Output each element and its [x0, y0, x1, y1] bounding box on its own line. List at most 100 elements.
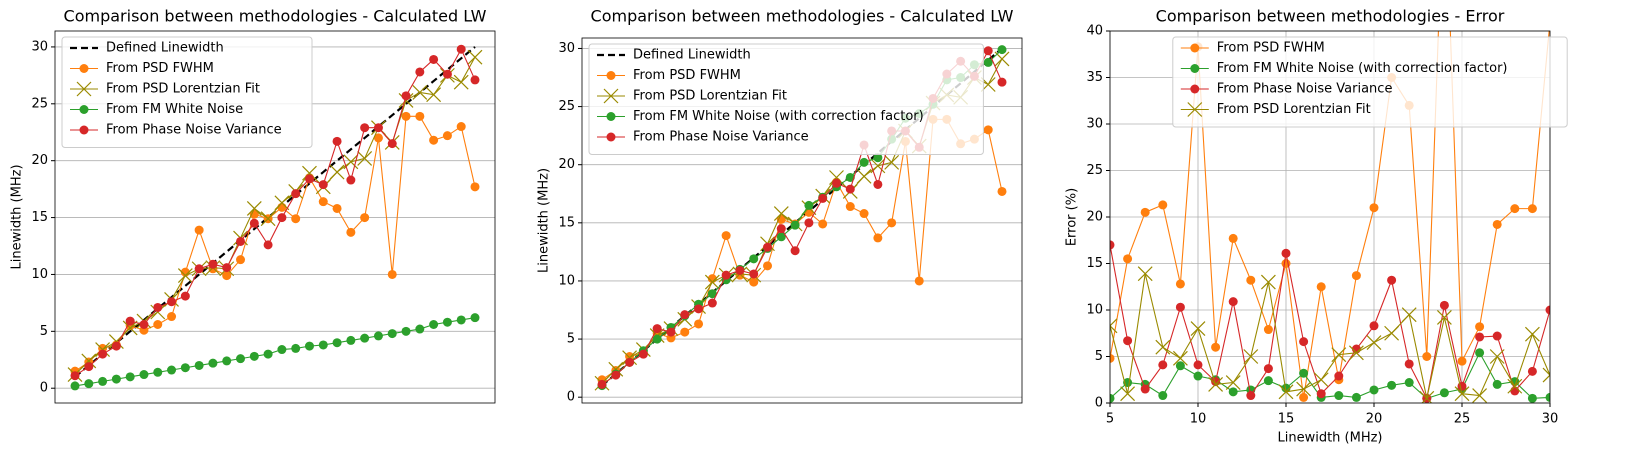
marker [260, 211, 276, 227]
marker [1187, 102, 1203, 117]
marker [277, 213, 287, 223]
marker [606, 71, 616, 80]
marker [373, 133, 383, 143]
marker [1110, 393, 1115, 403]
y-axis-label: Linewidth (MHz) [537, 168, 552, 273]
marker [150, 304, 166, 320]
marker [1120, 386, 1136, 402]
marker [98, 376, 108, 386]
marker [1172, 350, 1188, 366]
marker [1475, 348, 1485, 358]
marker [763, 261, 773, 271]
subplot: Comparison between methodologies - Error… [1065, 7, 1568, 446]
marker [1175, 279, 1185, 289]
marker [84, 379, 94, 389]
marker [1489, 349, 1505, 364]
marker [387, 329, 397, 339]
marker [776, 232, 786, 242]
marker [277, 345, 287, 355]
marker [914, 276, 924, 286]
marker [122, 320, 138, 336]
marker [1243, 349, 1259, 364]
marker [1299, 337, 1309, 347]
marker [611, 370, 621, 380]
axes-frame [54, 30, 496, 404]
marker [360, 213, 370, 223]
marker [1457, 381, 1467, 391]
marker [194, 225, 204, 235]
marker [236, 236, 246, 246]
subplot: Comparison between methodologies - Calcu… [10, 7, 496, 404]
marker [139, 370, 149, 380]
marker [153, 302, 163, 312]
legend-label: From PSD FWHM [1217, 41, 1325, 56]
marker [666, 327, 676, 337]
marker [208, 358, 218, 368]
marker [79, 64, 89, 73]
marker [856, 168, 872, 184]
y-tick-label: 15 [31, 210, 48, 225]
marker [776, 214, 786, 224]
marker [1228, 297, 1238, 307]
marker [180, 291, 190, 301]
marker [1278, 384, 1294, 400]
marker [401, 91, 411, 101]
marker [222, 271, 232, 281]
y-tick-label: 30 [31, 39, 48, 54]
marker [70, 371, 80, 381]
marker [79, 125, 89, 135]
marker [1527, 366, 1537, 376]
legend-box [1172, 36, 1568, 128]
legend-label: Defined Linewidth [106, 41, 224, 56]
marker [95, 342, 111, 357]
y-tick-label: 10 [558, 273, 575, 288]
marker [357, 150, 373, 166]
marker [997, 77, 1007, 87]
marker [412, 85, 428, 100]
marker [1296, 381, 1312, 397]
marker [429, 135, 439, 145]
marker [1527, 393, 1537, 403]
marker [845, 184, 855, 194]
marker [1510, 204, 1520, 214]
x-tick-label: 25 [1454, 412, 1471, 427]
y-tick-label: 0 [567, 390, 575, 405]
marker [1228, 387, 1238, 397]
marker [887, 218, 897, 228]
legend-label: From PSD Lorentzian Fit [633, 89, 787, 104]
marker [804, 200, 814, 210]
marker [652, 324, 662, 334]
marker [442, 317, 452, 327]
marker [70, 381, 80, 391]
marker [139, 320, 149, 330]
y-tick-label: 5 [1095, 349, 1103, 364]
series-line [1110, 31, 1550, 398]
legend-label: From Phase Noise Variance [1217, 82, 1393, 97]
legend-label: From FM White Noise [106, 102, 243, 117]
marker [1439, 300, 1449, 310]
marker [1475, 332, 1485, 342]
marker [704, 274, 720, 290]
marker [1475, 322, 1485, 332]
marker [1123, 254, 1133, 264]
marker [470, 182, 480, 192]
marker [429, 320, 439, 330]
x-tick-label: 20 [1366, 412, 1383, 427]
legend: From PSD FWHM From FM White Noise (with c… [1172, 36, 1568, 128]
marker [1263, 376, 1273, 386]
marker [721, 270, 731, 280]
marker [1492, 219, 1502, 229]
marker [997, 45, 1007, 55]
marker [707, 298, 717, 308]
y-tick-label: 15 [558, 215, 575, 230]
marker [84, 362, 94, 372]
marker [291, 189, 301, 199]
marker [1542, 367, 1550, 383]
marker [1208, 376, 1224, 392]
marker [680, 327, 690, 337]
marker [1225, 375, 1241, 390]
marker [1190, 43, 1200, 53]
marker [606, 132, 616, 142]
marker [249, 351, 259, 361]
marker [694, 319, 704, 329]
